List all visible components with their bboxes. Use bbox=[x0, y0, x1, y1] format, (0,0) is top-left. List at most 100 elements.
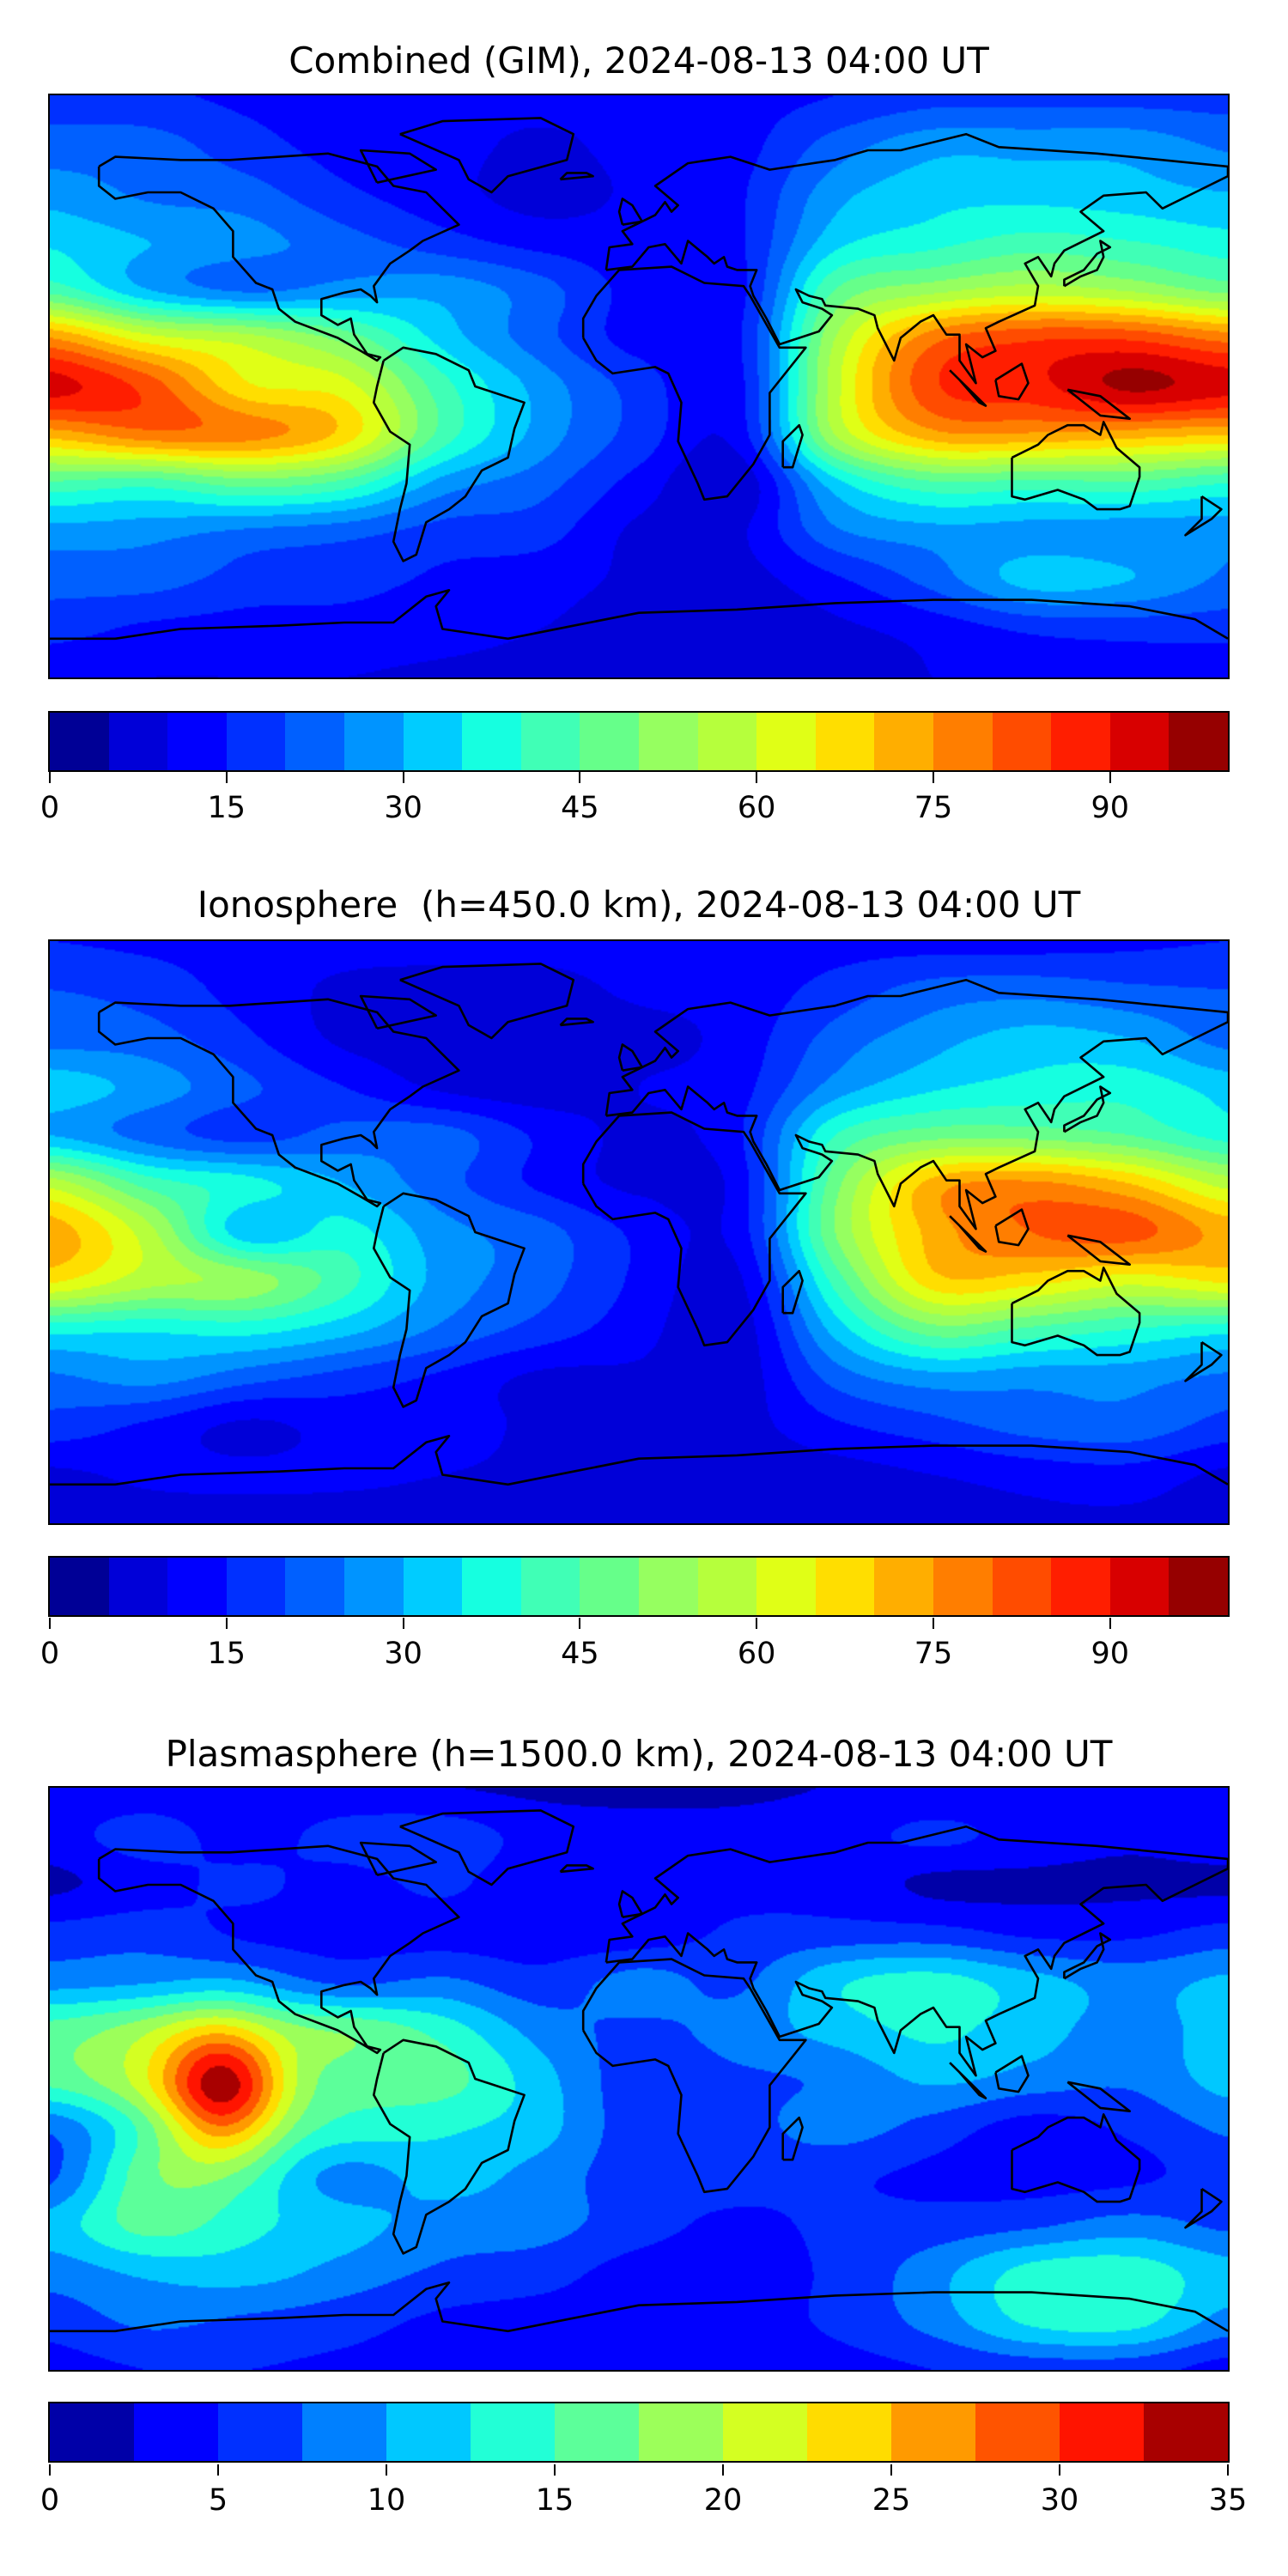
plasmasphere-contour-fill bbox=[50, 1788, 1228, 2370]
colorbar-tick bbox=[49, 1618, 51, 1629]
colorbar-tick-label: 75 bbox=[914, 791, 953, 825]
colorbar-segment bbox=[50, 713, 109, 770]
colorbar-segment bbox=[218, 2403, 302, 2461]
colorbar-segment bbox=[167, 1558, 227, 1615]
colorbar-tick bbox=[49, 772, 51, 783]
colorbar-tick-label: 90 bbox=[1091, 1637, 1130, 1671]
colorbar-segment bbox=[108, 1558, 168, 1615]
colorbar-segment bbox=[285, 1558, 344, 1615]
colorbar-tick bbox=[933, 1618, 934, 1629]
colorbar-tick bbox=[402, 1618, 404, 1629]
colorbar-segment bbox=[807, 2403, 891, 2461]
colorbar-tick-label: 75 bbox=[914, 1637, 953, 1671]
coastlines bbox=[50, 1809, 1228, 2333]
colorbar-tick-label: 35 bbox=[1208, 2483, 1248, 2518]
colorbar-tick-label: 20 bbox=[703, 2483, 743, 2518]
coastline bbox=[617, 1043, 644, 1072]
colorbar-segment bbox=[580, 1558, 639, 1615]
colorbar-segment bbox=[992, 713, 1052, 770]
coastline bbox=[994, 1208, 1030, 1247]
colorbar-segment bbox=[697, 713, 757, 770]
colorbar-tick-label: 0 bbox=[39, 791, 60, 825]
plasmasphere-tec-map bbox=[48, 1786, 1230, 2372]
colorbar-tick-label: 5 bbox=[208, 2483, 228, 2518]
colorbar-segment bbox=[697, 1558, 757, 1615]
coastline bbox=[50, 588, 1228, 641]
plasmasphere-map-title: Plasmasphere (h=1500.0 km), 2024-08-13 0… bbox=[165, 1733, 1113, 1775]
colorbar-segment bbox=[50, 2403, 134, 2461]
coastline bbox=[605, 132, 1228, 385]
coastline bbox=[97, 1844, 460, 2055]
ionosphere-tec-map bbox=[48, 939, 1230, 1525]
colorbar-segment bbox=[933, 713, 993, 770]
colorbar-segment bbox=[343, 713, 404, 770]
colorbar-segment bbox=[1144, 2403, 1228, 2461]
colorbar-tick-label: 0 bbox=[39, 1637, 60, 1671]
combined-tec-map bbox=[48, 94, 1230, 679]
colorbar-tick bbox=[386, 2464, 387, 2476]
colorbar-segment bbox=[462, 1558, 521, 1615]
coastline bbox=[559, 1018, 594, 1027]
colorbar-tick bbox=[890, 2464, 892, 2476]
combined-map-title: Combined (GIM), 2024-08-13 04:00 UT bbox=[289, 39, 989, 82]
coastline bbox=[1066, 2081, 1131, 2113]
colorbar-tick-label: 10 bbox=[367, 2483, 406, 2518]
colorbar-tick bbox=[579, 1618, 581, 1629]
coastline bbox=[359, 149, 438, 184]
coastline bbox=[1063, 1932, 1112, 1980]
coastline bbox=[559, 172, 594, 181]
colorbar-tick-label: 60 bbox=[737, 791, 776, 825]
coastline bbox=[50, 1434, 1228, 1486]
colorbar-tick bbox=[1109, 772, 1111, 783]
colorbar-segment bbox=[874, 1558, 933, 1615]
colorbar-tick bbox=[225, 1618, 228, 1629]
colorbar-tick bbox=[225, 772, 228, 783]
colorbar-tick-label: 30 bbox=[384, 791, 422, 825]
colorbar-tick bbox=[1109, 1618, 1111, 1629]
coastline bbox=[949, 2062, 987, 2099]
colorbar-tick bbox=[402, 772, 404, 783]
colorbar-segment bbox=[638, 1558, 698, 1615]
ionosphere-colorbar bbox=[48, 1556, 1230, 1617]
colorbar-tick-label: 0 bbox=[39, 2483, 60, 2518]
coastline bbox=[1184, 495, 1223, 537]
colorbar-tick bbox=[49, 2464, 51, 2476]
coastline bbox=[1066, 1234, 1131, 1267]
colorbar-segment bbox=[108, 713, 168, 770]
coastline bbox=[949, 1215, 987, 1253]
colorbar-segment bbox=[471, 2403, 555, 2461]
colorbar-tick bbox=[756, 1618, 758, 1629]
colorbar-segment bbox=[555, 2403, 639, 2461]
colorbar-segment bbox=[343, 1558, 404, 1615]
colorbar-segment bbox=[403, 1558, 463, 1615]
coastline bbox=[399, 1809, 575, 1886]
colorbar-segment bbox=[1109, 713, 1170, 770]
colorbar-tick-label: 30 bbox=[1040, 2483, 1079, 2518]
combined-colorbar-ticks: 0 15 30 45 60 75 90 bbox=[40, 772, 1228, 841]
colorbar-segment bbox=[226, 1558, 286, 1615]
colorbar-tick-label: 30 bbox=[384, 1637, 422, 1671]
coastline bbox=[781, 1269, 804, 1315]
coastline bbox=[581, 1111, 807, 1347]
colorbar-segment bbox=[520, 1558, 580, 1615]
colorbar-segment bbox=[756, 1558, 816, 1615]
colorbar-segment bbox=[891, 2403, 975, 2461]
colorbar-segment bbox=[462, 713, 521, 770]
coastline bbox=[581, 265, 807, 501]
colorbar-segment bbox=[638, 713, 698, 770]
ionosphere-colorbar-ticks: 0 15 30 45 60 75 90 bbox=[40, 1618, 1228, 1686]
coastline bbox=[399, 117, 575, 194]
coastline bbox=[1011, 2113, 1141, 2203]
colorbar-segment bbox=[1169, 1558, 1228, 1615]
colorbar-segment bbox=[1060, 2403, 1144, 2461]
coastline bbox=[559, 1864, 594, 1874]
colorbar-segment bbox=[874, 713, 933, 770]
plasmasphere-colorbar bbox=[48, 2402, 1230, 2463]
colorbar-segment bbox=[756, 713, 816, 770]
coastline bbox=[97, 152, 460, 362]
coastline bbox=[605, 978, 1228, 1230]
colorbar-segment bbox=[285, 713, 344, 770]
colorbar-tick-label: 90 bbox=[1091, 791, 1130, 825]
coastline bbox=[359, 994, 438, 1030]
colorbar-tick bbox=[756, 772, 758, 783]
